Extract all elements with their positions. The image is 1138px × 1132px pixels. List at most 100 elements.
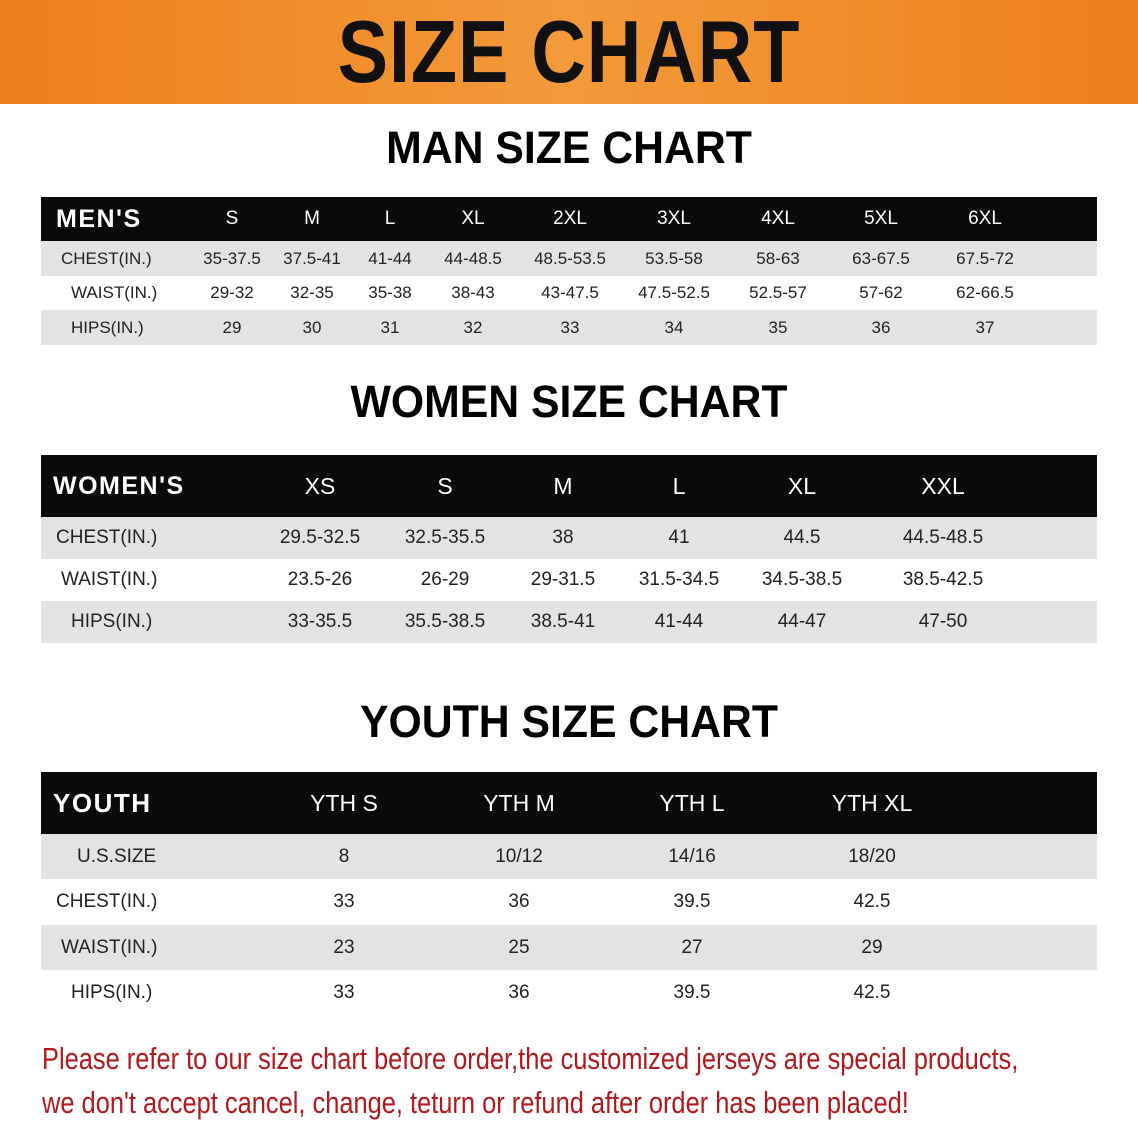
- size-column-header: YTH XL: [831, 789, 913, 816]
- measurement-cell: 42.5: [853, 891, 891, 912]
- measurement-cell: 58-63: [756, 248, 800, 268]
- table-row-u-s-size: U.S.SIZE 8 10/12 14/16 18/20: [41, 834, 1097, 879]
- measurement-cell: 57-62: [859, 283, 903, 302]
- measurement-cell: 32-35: [290, 283, 334, 302]
- measurement-cell: 39.5: [673, 891, 711, 912]
- measurement-cell: 14/16: [668, 845, 716, 867]
- size-column-header: S: [225, 208, 239, 229]
- row-label: HIPS(IN.): [71, 317, 144, 337]
- measurement-cell: 33: [333, 981, 355, 1003]
- table-header-label: MEN'S: [56, 204, 142, 233]
- measurement-cell: 27: [681, 936, 703, 958]
- measurement-cell: 52.5-57: [749, 283, 807, 302]
- banner-title: SIZE CHART: [337, 2, 801, 101]
- measurement-cell: 44.5: [783, 527, 821, 548]
- size-column-header: 2XL: [553, 208, 587, 229]
- man-size-chart-title: MAN SIZE CHART: [386, 122, 752, 173]
- notice-line-2: we don't accept cancel, change, teturn o…: [42, 1085, 909, 1120]
- measurement-cell: 33-35.5: [287, 611, 353, 632]
- measurement-cell: 38-43: [451, 283, 495, 302]
- table-row-chest-in: CHEST(IN.) 35-37.5 37.5-41 41-44 44-48.5 48.5…: [41, 241, 1097, 276]
- measurement-cell: 29-31.5: [530, 569, 596, 590]
- size-column-header: 6XL: [968, 208, 1002, 229]
- size-column-header: 5XL: [864, 208, 898, 229]
- size-column-header: L: [384, 208, 396, 229]
- measurement-cell: 36: [871, 317, 891, 337]
- measurement-cell: 31: [380, 317, 400, 337]
- measurement-cell: 29.5-32.5: [279, 527, 361, 548]
- measurement-cell: 36: [508, 981, 530, 1003]
- measurement-cell: 8: [338, 845, 350, 867]
- size-column-header: YTH S: [310, 789, 378, 816]
- table-row-chest-in: CHEST(IN.) 33 36 39.5 42.5: [41, 879, 1097, 925]
- measurement-cell: 35-37.5: [203, 248, 261, 268]
- measurement-cell: 10/12: [495, 845, 543, 867]
- row-label: WAIST(IN.): [71, 283, 158, 302]
- size-column-header: 4XL: [761, 208, 795, 229]
- size-column-header: M: [553, 472, 573, 499]
- measurement-cell: 23.5-26: [287, 569, 353, 590]
- size-column-header: XS: [304, 472, 336, 499]
- size-column-header: S: [437, 472, 453, 499]
- measurement-cell: 26-29: [420, 569, 470, 590]
- table-row-hips-in: HIPS(IN.) 33-35.5 35.5-38.5 38.5-41 41-44 44-…: [41, 601, 1097, 643]
- table-row-waist-in: WAIST(IN.) 23.5-26 26-29 29-31.5 31.5-34.5 34…: [41, 559, 1097, 601]
- size-column-header: XL: [787, 472, 817, 499]
- notice-line-1: Please refer to our size chart before or…: [42, 1041, 1019, 1076]
- youth-size-chart-title: YOUTH SIZE CHART: [359, 696, 778, 747]
- measurement-cell: 38: [552, 527, 574, 548]
- measurement-cell: 29-32: [210, 283, 254, 302]
- measurement-cell: 29: [222, 317, 242, 337]
- row-label: WAIST(IN.): [61, 936, 158, 958]
- measurement-cell: 47.5-52.5: [638, 283, 710, 302]
- measurement-cell: 67.5-72: [956, 248, 1014, 268]
- row-label: CHEST(IN.): [56, 527, 158, 548]
- measurement-cell: 44-48.5: [444, 248, 502, 268]
- measurement-cell: 35: [768, 317, 788, 337]
- row-label: U.S.SIZE: [77, 845, 157, 867]
- measurement-cell: 48.5-53.5: [534, 248, 606, 268]
- measurement-cell: 41-44: [654, 611, 704, 632]
- measurement-cell: 29: [861, 936, 883, 958]
- row-label: CHEST(IN.): [56, 891, 158, 912]
- row-label: HIPS(IN.): [71, 981, 153, 1003]
- measurement-cell: 44-47: [777, 611, 827, 632]
- table-row-hips-in: HIPS(IN.) 33 36 39.5 42.5: [41, 970, 1097, 1015]
- table-row-chest-in: CHEST(IN.) 29.5-32.5 32.5-35.5 38 41 44.5 44.5…: [41, 517, 1097, 559]
- measurement-cell: 35.5-38.5: [404, 611, 486, 632]
- measurement-cell: 33: [560, 317, 580, 337]
- row-label: HIPS(IN.): [71, 611, 153, 632]
- measurement-cell: 44.5-48.5: [902, 527, 984, 548]
- measurement-cell: 35-38: [368, 283, 412, 302]
- measurement-cell: 36: [508, 891, 530, 912]
- measurement-cell: 39.5: [673, 981, 711, 1003]
- row-label: WAIST(IN.): [61, 569, 158, 590]
- measurement-cell: 42.5: [853, 981, 891, 1003]
- size-column-header: XL: [461, 208, 485, 229]
- measurement-cell: 62-66.5: [956, 283, 1014, 302]
- women-size-chart-title: WOMEN SIZE CHART: [350, 376, 788, 427]
- measurement-cell: 38.5-42.5: [902, 569, 984, 590]
- measurement-cell: 31.5-34.5: [638, 569, 720, 590]
- measurement-cell: 23: [333, 936, 355, 958]
- table-header-row: WOMEN'S XS S M L XL XXL: [41, 455, 1097, 517]
- table-row-waist-in: WAIST(IN.) 23 25 27 29: [41, 925, 1097, 970]
- size-column-header: L: [672, 472, 686, 499]
- table-row-waist-in: WAIST(IN.) 29-32 32-35 35-38 38-43 43-47.5 47.…: [41, 276, 1097, 310]
- size-column-header: YTH L: [659, 789, 725, 816]
- measurement-cell: 53.5-58: [645, 248, 703, 268]
- measurement-cell: 37: [975, 317, 995, 337]
- measurement-cell: 37.5-41: [283, 248, 341, 268]
- measurement-cell: 47-50: [918, 611, 968, 632]
- measurement-cell: 38.5-41: [530, 611, 596, 632]
- table-header-row: YOUTH YTH S YTH M YTH L YTH XL: [41, 772, 1097, 834]
- measurement-cell: 30: [302, 317, 322, 337]
- size-column-header: YTH M: [483, 789, 555, 816]
- size-chart-banner: SIZE CHART: [0, 0, 1138, 104]
- measurement-cell: 63-67.5: [852, 248, 910, 268]
- size-column-header: XXL: [921, 472, 965, 499]
- measurement-cell: 33: [333, 891, 355, 912]
- table-header-label: WOMEN'S: [53, 471, 185, 500]
- table-row-hips-in: HIPS(IN.) 29 30 31 32 33 34 35 36 37: [41, 310, 1097, 345]
- measurement-cell: 18/20: [848, 845, 896, 867]
